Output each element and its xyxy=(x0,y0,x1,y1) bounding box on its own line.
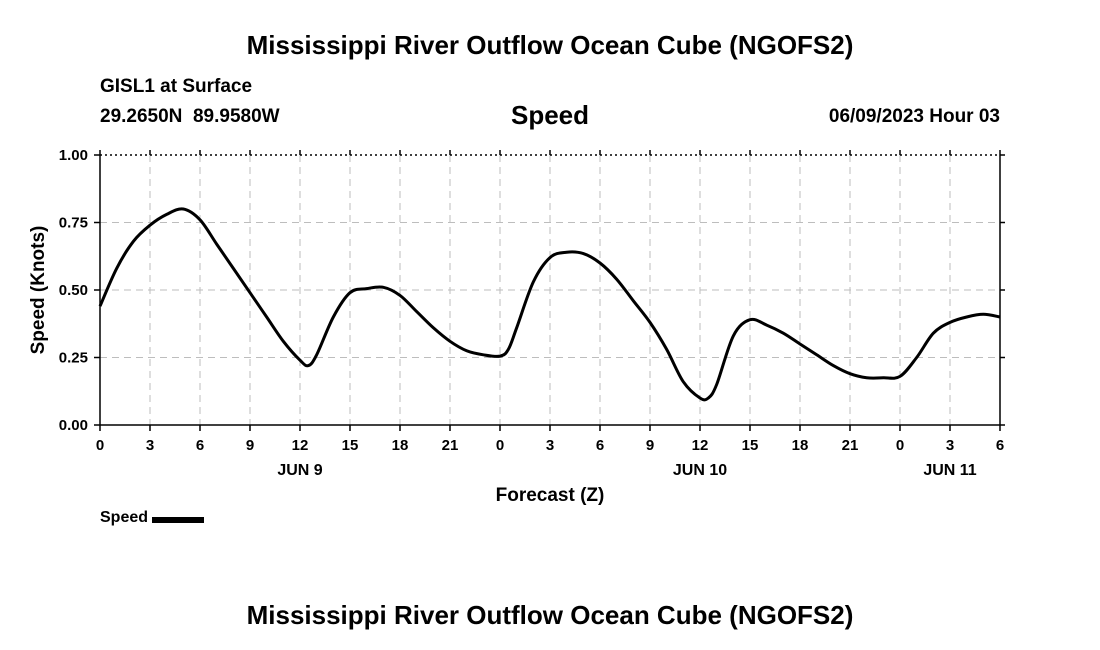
forecast-datetime: 06/09/2023 Hour 03 xyxy=(828,106,1000,127)
x-tick-label: 18 xyxy=(392,437,409,454)
x-tick-label: 9 xyxy=(246,437,254,454)
series-line-speed xyxy=(98,207,1001,402)
x-tick-label: 12 xyxy=(292,437,309,454)
x-tick-label: 6 xyxy=(196,437,204,454)
x-tick-label: 21 xyxy=(442,437,459,454)
speed-chart: 0 3 6 9 12 15 18 21 0 3 6 9 12 15 18 21 0 3 6 0.00 0.25 0.50 0… xyxy=(28,147,1005,506)
day-label: JUN 9 xyxy=(277,462,322,479)
y-tick-label: 0.00 xyxy=(59,417,88,434)
station-coordinates: 29.2650N 89.9580W xyxy=(100,106,280,128)
x-tick-label: 15 xyxy=(742,437,759,454)
x-tick-label: 9 xyxy=(646,437,654,454)
chart-title: Mississippi River Outflow Ocean Cube (NG… xyxy=(246,30,854,60)
legend: Speed xyxy=(100,509,205,527)
y-axis-label: Speed (Knots) xyxy=(28,226,49,355)
footer-title: Mississippi River Outflow Ocean Cube (NG… xyxy=(246,600,854,630)
legend-label: Speed xyxy=(100,509,149,526)
x-tick-label: 6 xyxy=(996,437,1004,454)
x-tick-label: 3 xyxy=(946,437,954,454)
day-label: JUN 10 xyxy=(673,462,727,479)
x-tick-label: 0 xyxy=(96,437,104,454)
x-tick-label: 6 xyxy=(596,437,604,454)
y-tick-label: 1.00 xyxy=(59,147,88,164)
legend-swatch xyxy=(152,516,205,523)
longitude: 89.9580W xyxy=(192,106,280,127)
x-tick-label: 21 xyxy=(842,437,859,454)
day-label: JUN 11 xyxy=(923,462,976,479)
y-tick-label: 0.50 xyxy=(59,282,88,299)
x-tick-label: 3 xyxy=(146,437,154,454)
station-label: GISL1 at Surface xyxy=(100,76,253,97)
x-tick-label: 3 xyxy=(546,437,554,454)
x-tick-label: 18 xyxy=(792,437,809,454)
y-tick-label: 0.75 xyxy=(59,215,88,232)
x-tick-label: 0 xyxy=(496,437,504,454)
x-tick-label: 0 xyxy=(896,437,904,454)
x-tick-label: 15 xyxy=(342,437,359,454)
variable-title: Speed xyxy=(510,100,590,130)
x-tick-label: 12 xyxy=(692,437,709,454)
latitude: 29.2650N xyxy=(100,106,183,127)
y-tick-label: 0.25 xyxy=(59,350,88,367)
x-axis-label: Forecast (Z) xyxy=(496,485,605,506)
